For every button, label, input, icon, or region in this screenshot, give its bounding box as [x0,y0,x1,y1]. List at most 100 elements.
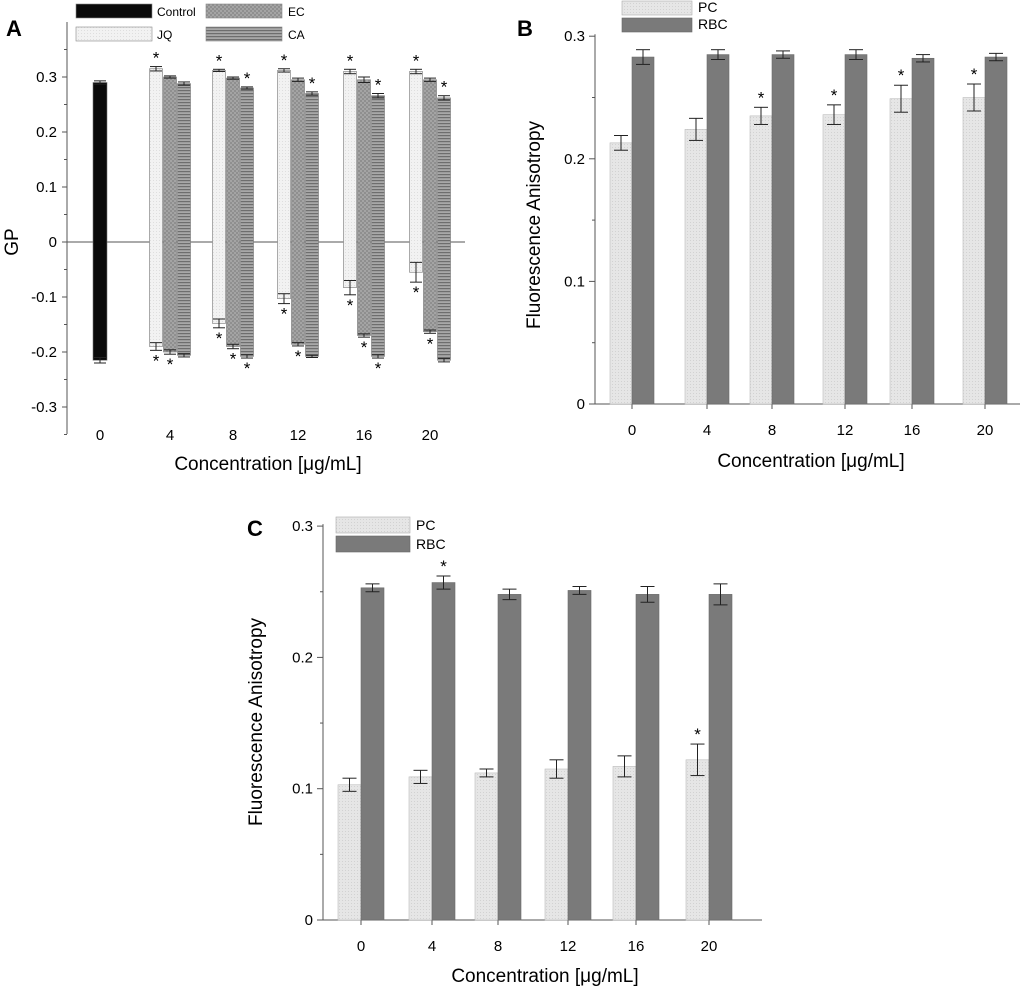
x-axis-title: Concentration [μg/mL] [717,451,904,472]
legend-label: PC [416,517,435,533]
x-tick-label: 4 [703,422,711,439]
x-tick-label: 20 [977,422,994,439]
significance-star: * [361,338,368,357]
significance-star: * [244,359,251,378]
y-tick-label: -0.1 [31,289,57,306]
bar-ec [423,79,437,332]
bar-rbc [984,56,1008,405]
significance-star: * [971,65,978,84]
y-tick-label: 0.3 [36,69,57,86]
significance-star: * [440,557,447,576]
x-tick-label: 0 [628,422,636,439]
bar-rbc [631,56,655,405]
significance-star: * [413,51,420,70]
x-tick-label: 12 [837,422,854,439]
x-tick-label: 8 [768,422,776,439]
bar-pc [544,768,569,921]
y-tick-label: 0.2 [36,124,57,141]
y-tick-label: 0.2 [292,649,313,666]
legend-swatch [75,26,153,42]
bar-ec [226,77,240,347]
x-tick-label: 0 [96,427,104,444]
panel-a-letter: A [6,16,22,41]
panel-a-chart: 0.3 0.2 0.1 0 -0.1 -0.2 -0.3 0 4 8 12 16 20 Concentra… [2,3,465,475]
bar-pc [685,759,710,921]
y-tick-label: 0 [49,234,57,251]
bar-control [92,82,108,361]
significance-star: * [281,305,288,324]
legend-label: JQ [157,28,172,42]
bar-rbc [771,54,795,405]
significance-star: * [758,88,765,107]
x-tick-label: 12 [560,938,577,955]
significance-star: * [153,351,160,370]
significance-star: * [347,296,354,315]
bar-pc [889,98,913,405]
bar-rbc [706,54,730,405]
panel-c-chart: 0.3 0.2 0.1 0 0 4 8 12 16 20 Concentration [μg/mL]… [246,516,762,986]
significance-star: * [831,86,838,105]
y-tick-label: 0 [305,912,313,929]
y-tick-label: 0.3 [292,518,313,535]
y-tick-label: -0.2 [31,344,57,361]
bar-rbc [567,590,592,921]
legend-label: RBC [416,536,446,552]
significance-star: * [216,51,223,70]
legend-swatch [205,3,283,19]
x-tick-label: 16 [628,938,645,955]
significance-star: * [694,725,701,744]
panel-c-letter: C [247,516,263,541]
bar-ca [177,83,191,356]
bar-rbc [911,57,935,405]
y-tick-label: 0.1 [564,273,585,290]
significance-star: * [375,76,382,95]
legend-label: RBC [698,16,728,32]
y-tick-label: 0.2 [564,151,585,168]
y-tick-label: 0.3 [564,28,585,45]
x-tick-label: 20 [701,938,718,955]
significance-star: * [309,74,316,93]
significance-star: * [441,78,448,97]
bar-jq [343,71,357,288]
x-axis-title: Concentration [μg/mL] [451,966,638,986]
bar-pc [749,115,773,405]
significance-star: * [427,334,434,353]
significance-star: * [281,51,288,70]
x-axis-title: Concentration [μg/mL] [174,454,361,475]
y-tick-label: -0.3 [31,399,57,416]
legend-swatch [335,516,411,534]
bar-pc [612,766,637,921]
x-tick-label: 8 [494,938,502,955]
legend-swatch [335,535,411,553]
significance-star: * [230,350,237,369]
bar-ec [291,79,305,345]
bar-jq [277,70,291,299]
bar-jq [212,70,226,324]
bar-ec [163,76,177,353]
legend-label: EC [288,5,305,19]
x-tick-label: 4 [166,427,174,444]
y-tick-label: 0 [577,396,585,413]
x-tick-label: 0 [357,938,365,955]
significance-star: * [244,69,251,88]
significance-star: * [347,51,354,70]
bar-ca [240,87,254,357]
bar-pc [962,97,986,405]
y-axis-title: Fluorescence Anisotropy [524,120,545,329]
x-tick-label: 16 [356,427,373,444]
bar-ca [437,97,451,361]
x-tick-label: 8 [229,427,237,444]
significance-star: * [216,329,223,348]
x-tick-label: 16 [904,422,921,439]
bar-rbc [431,582,456,921]
bar-rbc [635,594,660,921]
x-tick-label: 12 [290,427,307,444]
legend-swatch [75,3,153,19]
legend-label: CA [288,28,305,42]
x-tick-label: 4 [428,938,436,955]
bar-pc [474,772,499,921]
bar-rbc [360,587,385,921]
bar-ca [371,95,385,357]
bar-rbc [497,594,522,921]
